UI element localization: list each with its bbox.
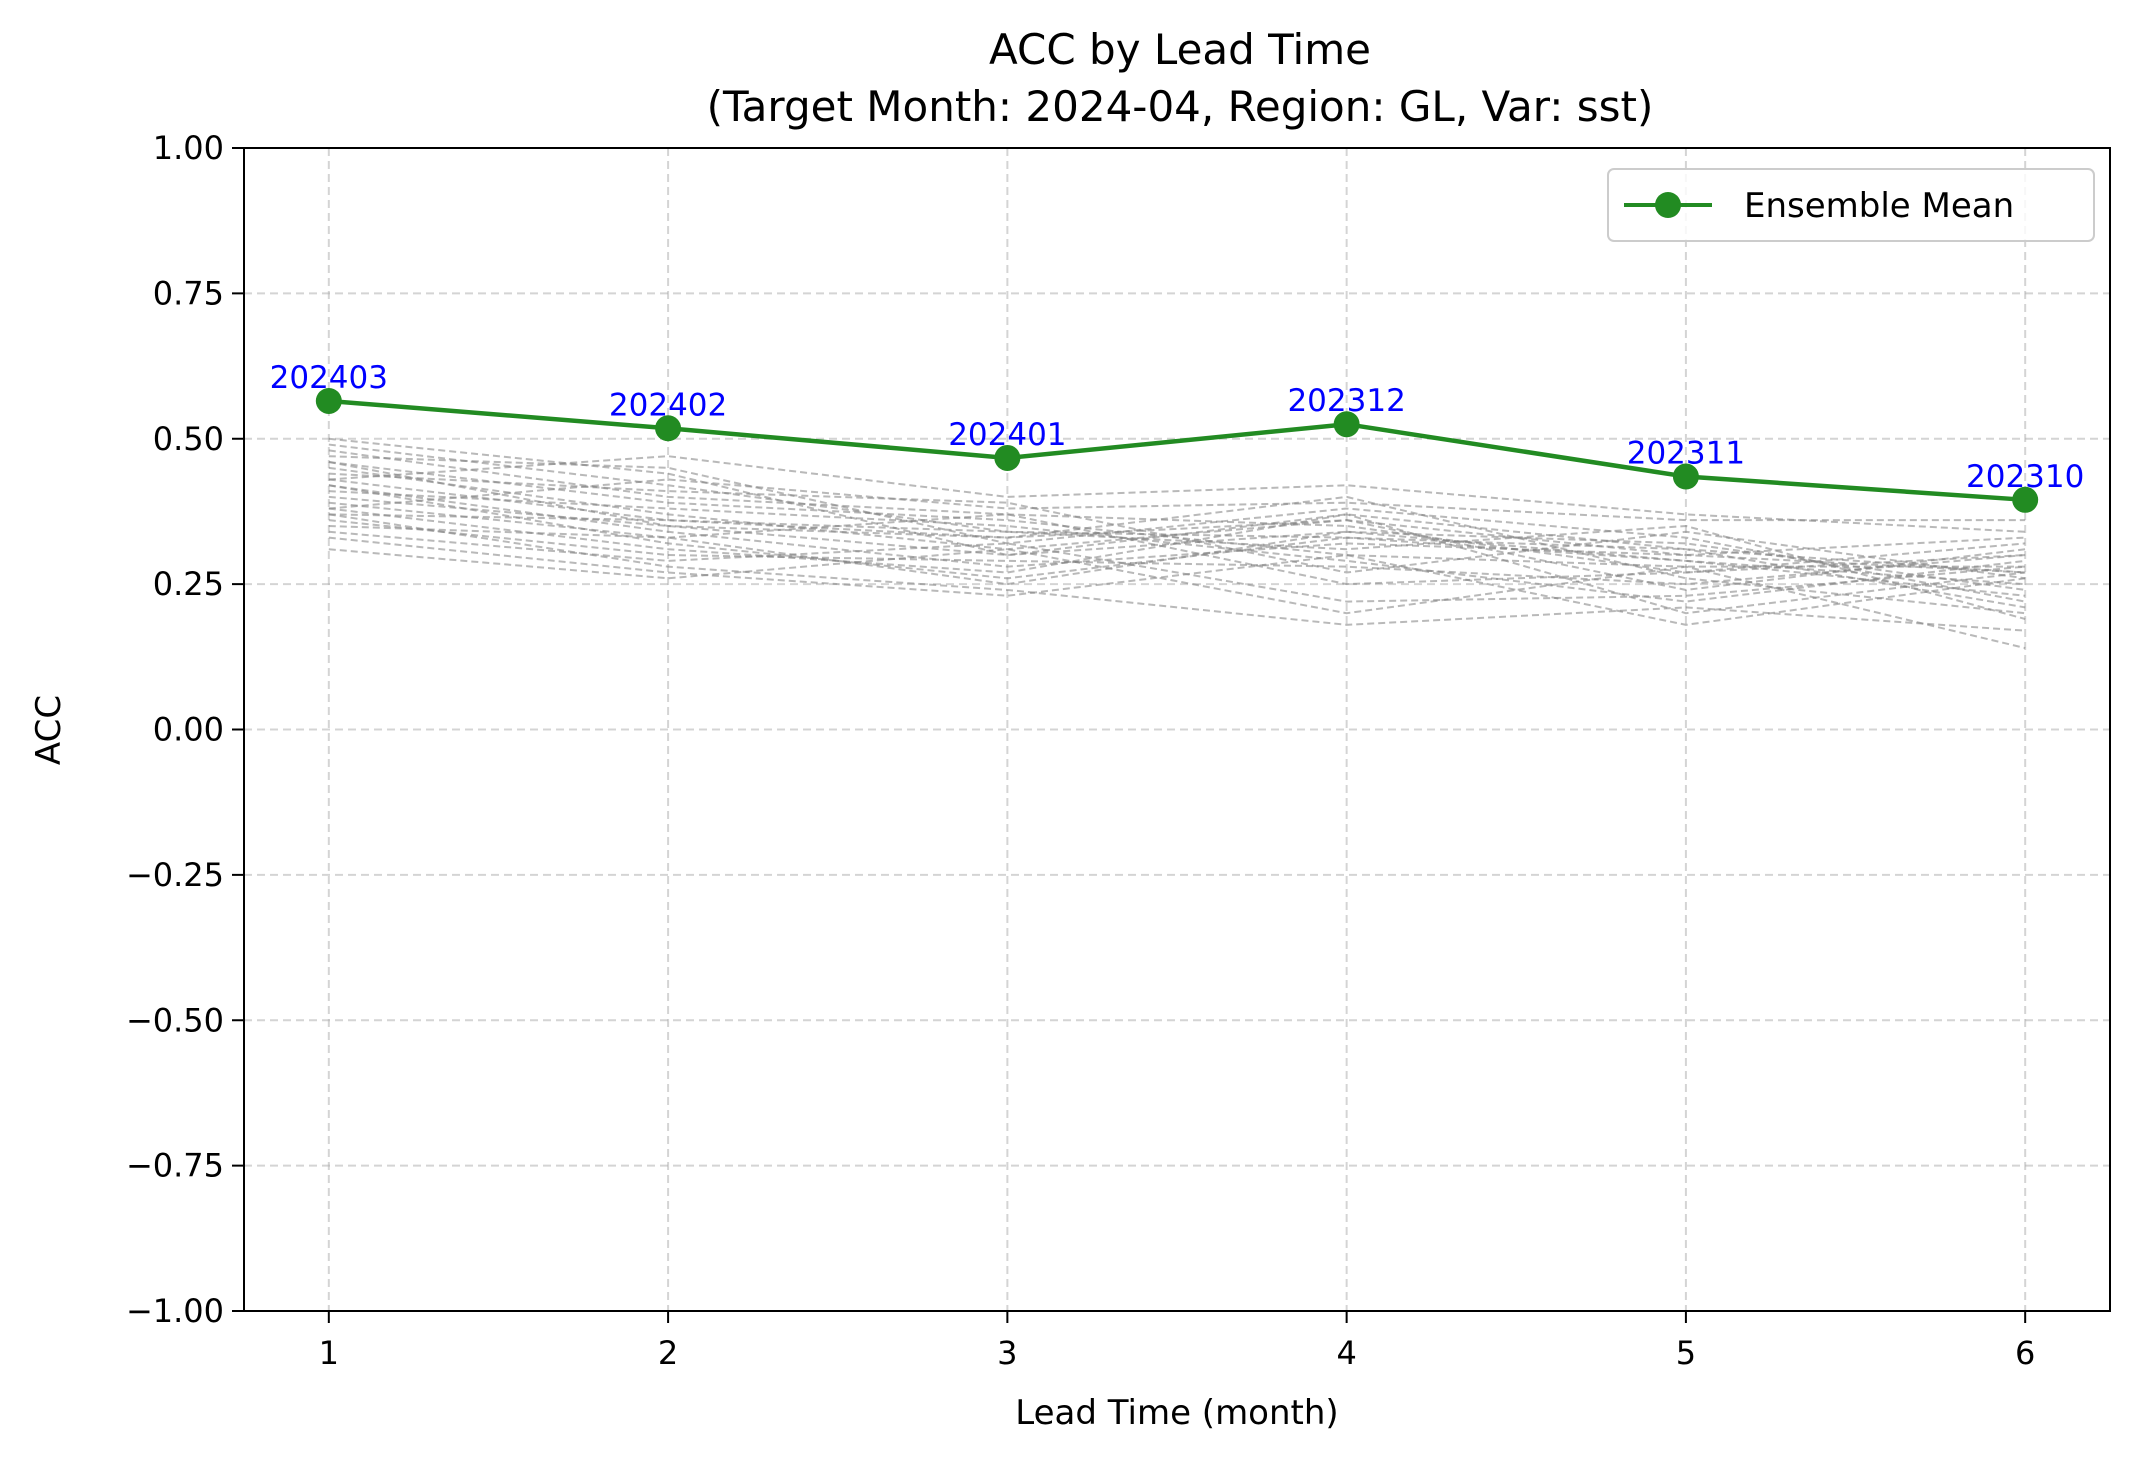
y-tick-label: 0.75 [153,274,224,312]
point-label: 202402 [609,387,727,423]
ensemble-member-line [328,513,2026,620]
chart-title: ACC by Lead Time [989,25,1371,74]
ensemble-member-line [328,478,2026,615]
ensemble-mean-line [328,398,2026,503]
ensemble-member-line [328,548,2026,650]
point-labels: 202403 202402 202401 202312 202311 202310 [270,360,2085,495]
ensemble-mean-marker [994,444,1021,471]
y-tick-label: −1.00 [126,1292,224,1330]
legend: Ensemble Mean [1607,168,2095,242]
y-tick-label: 0.50 [153,420,224,458]
ensemble-member-line [328,472,2026,580]
point-label: 202310 [1966,459,2084,495]
x-tick-label: 5 [1676,1334,1696,1372]
y-axis-ticks: 1.00 0.75 0.50 0.25 0.00 −0.25 −0.50 −0.75 −1.00 [126,129,244,1330]
legend-label-ensemble-mean: Ensemble Mean [1744,186,2014,226]
x-tick-label: 4 [1336,1334,1356,1372]
point-label: 202312 [1287,383,1405,419]
ensemble-member-line [328,524,2026,597]
chart-subtitle: (Target Month: 2024-04, Region: GL, Var:… [707,82,1654,131]
ensemble-member-line [328,536,2026,626]
y-tick-label: 0.25 [153,565,224,603]
y-tick-label: 1.00 [153,129,224,167]
ensemble-mean-marker [655,415,682,442]
y-tick-label: −0.75 [126,1147,224,1185]
ensemble-member-line [328,455,2026,533]
x-axis-ticks: 1 2 3 4 5 6 [319,1311,2035,1372]
ensemble-members [328,437,2026,650]
x-tick-label: 2 [658,1334,678,1372]
grid-lines [244,147,2110,1312]
x-tick-label: 6 [2015,1334,2035,1372]
legend-marker-swatch [1655,192,1681,218]
ensemble-mean-marker [315,387,342,414]
y-axis-label: ACC [29,695,69,765]
ensemble-member-line [328,449,2026,574]
y-tick-label: 0.00 [153,711,224,749]
ensemble-member-line [328,507,2026,615]
x-tick-label: 1 [319,1334,339,1372]
ensemble-member-line [328,461,2026,574]
ensemble-member-line [328,478,2026,522]
ensemble-member-line [328,484,2026,568]
ensemble-member-line [328,530,2026,603]
y-tick-label: −0.50 [126,1001,224,1039]
point-label: 202401 [948,417,1066,453]
legend-box [1607,168,2095,242]
point-label: 202403 [270,360,388,396]
ensemble-mean-marker [2012,486,2039,513]
y-tick-label: −0.25 [126,856,224,894]
ensemble-mean-marker [1672,463,1699,490]
ensemble-member-line [328,466,2026,591]
ensemble-mean-marker [1333,411,1360,438]
point-label: 202311 [1627,436,1745,472]
ensemble-member-line [328,519,2026,586]
x-axis-label: Lead Time (month) [1015,1393,1338,1433]
ensemble-mean-series [315,387,2039,513]
x-tick-label: 3 [997,1334,1017,1372]
ensemble-member-line [328,513,2026,632]
